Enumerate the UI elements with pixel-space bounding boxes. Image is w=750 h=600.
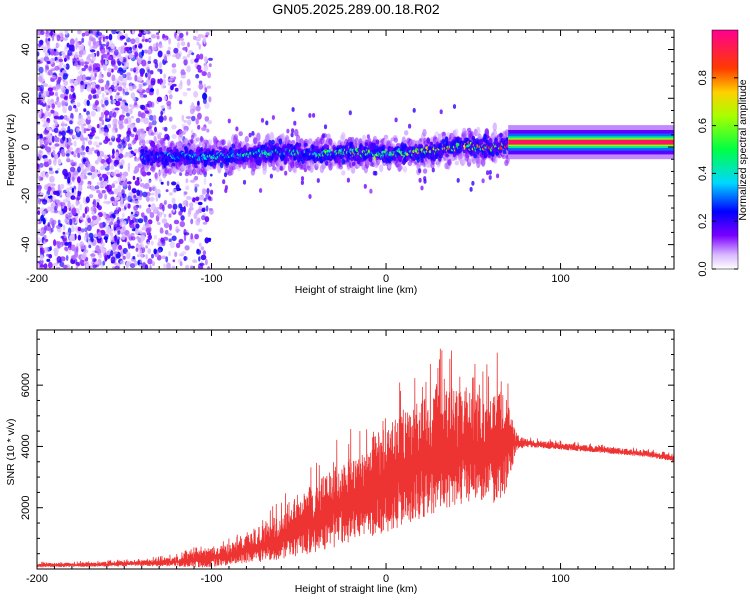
signal-core — [139, 132, 511, 169]
spectrogram-x-tick-label: 0 — [383, 273, 389, 285]
snr-x-tick-label: 100 — [551, 573, 569, 585]
snr-y-tick-label: 2000 — [20, 495, 32, 519]
spectrogram-frame — [36, 29, 675, 270]
snr-series-line — [37, 348, 674, 568]
spectrogram-y-tick-label: 0 — [20, 144, 32, 150]
snr-y-tick-label: 4000 — [20, 434, 32, 458]
spectrogram-heatmap — [37, 30, 674, 269]
spectrogram-y-label: Frequency (Hz) — [5, 114, 17, 186]
snr-plot-area — [37, 348, 674, 568]
colorbar-tick-label: 0.2 — [697, 214, 709, 229]
snr-y-label: SNR (10 * v/v) — [5, 418, 17, 485]
colorbar-label: Normalized spectral amplitude — [737, 79, 749, 220]
spectrogram-x-label: Height of straight line (km) — [295, 284, 418, 296]
snr-x-tick-label: -200 — [26, 573, 48, 585]
spectrogram-x-tick-label: -100 — [201, 273, 223, 285]
colorbar-ticks: 0.0 0.2 0.4 0.6 0.8 — [697, 70, 738, 277]
snr-frame — [36, 329, 675, 570]
colorbar-tick-label: 0.6 — [697, 118, 709, 133]
spectrogram-x-tick-label: 100 — [551, 273, 569, 285]
spectrogram-x-tick-label: -200 — [26, 273, 48, 285]
snr-ticks: -200 -100 0 100 2000 4000 6000 — [20, 330, 674, 585]
colorbar-tick-label: 0.0 — [697, 261, 709, 276]
carrier-band — [508, 125, 674, 160]
figure-title: GN05.2025.289.00.18.R02 — [272, 1, 440, 17]
noise-speckle — [37, 30, 214, 269]
snr-panel: -200 -100 0 100 2000 4000 6000 Height of strai… — [5, 329, 675, 595]
spectrogram-y-tick-label: -40 — [20, 237, 32, 253]
snr-x-tick-label: -100 — [201, 573, 223, 585]
spectrogram-y-tick-label: -20 — [20, 188, 32, 204]
snr-x-tick-label: 0 — [383, 573, 389, 585]
colorbar: 0.0 0.2 0.4 0.6 0.8 Normalized spectral ampl… — [697, 29, 749, 277]
colorbar-gradient — [711, 29, 739, 270]
snr-y-tick-label: 6000 — [20, 373, 32, 397]
colorbar-tick-label: 0.4 — [697, 166, 709, 181]
snr-x-label: Height of straight line (km) — [295, 583, 418, 595]
spectrogram-y-tick-label: 40 — [20, 43, 32, 55]
spectrogram-y-tick-label: 20 — [20, 92, 32, 104]
colorbar-tick-label: 0.8 — [697, 70, 709, 85]
